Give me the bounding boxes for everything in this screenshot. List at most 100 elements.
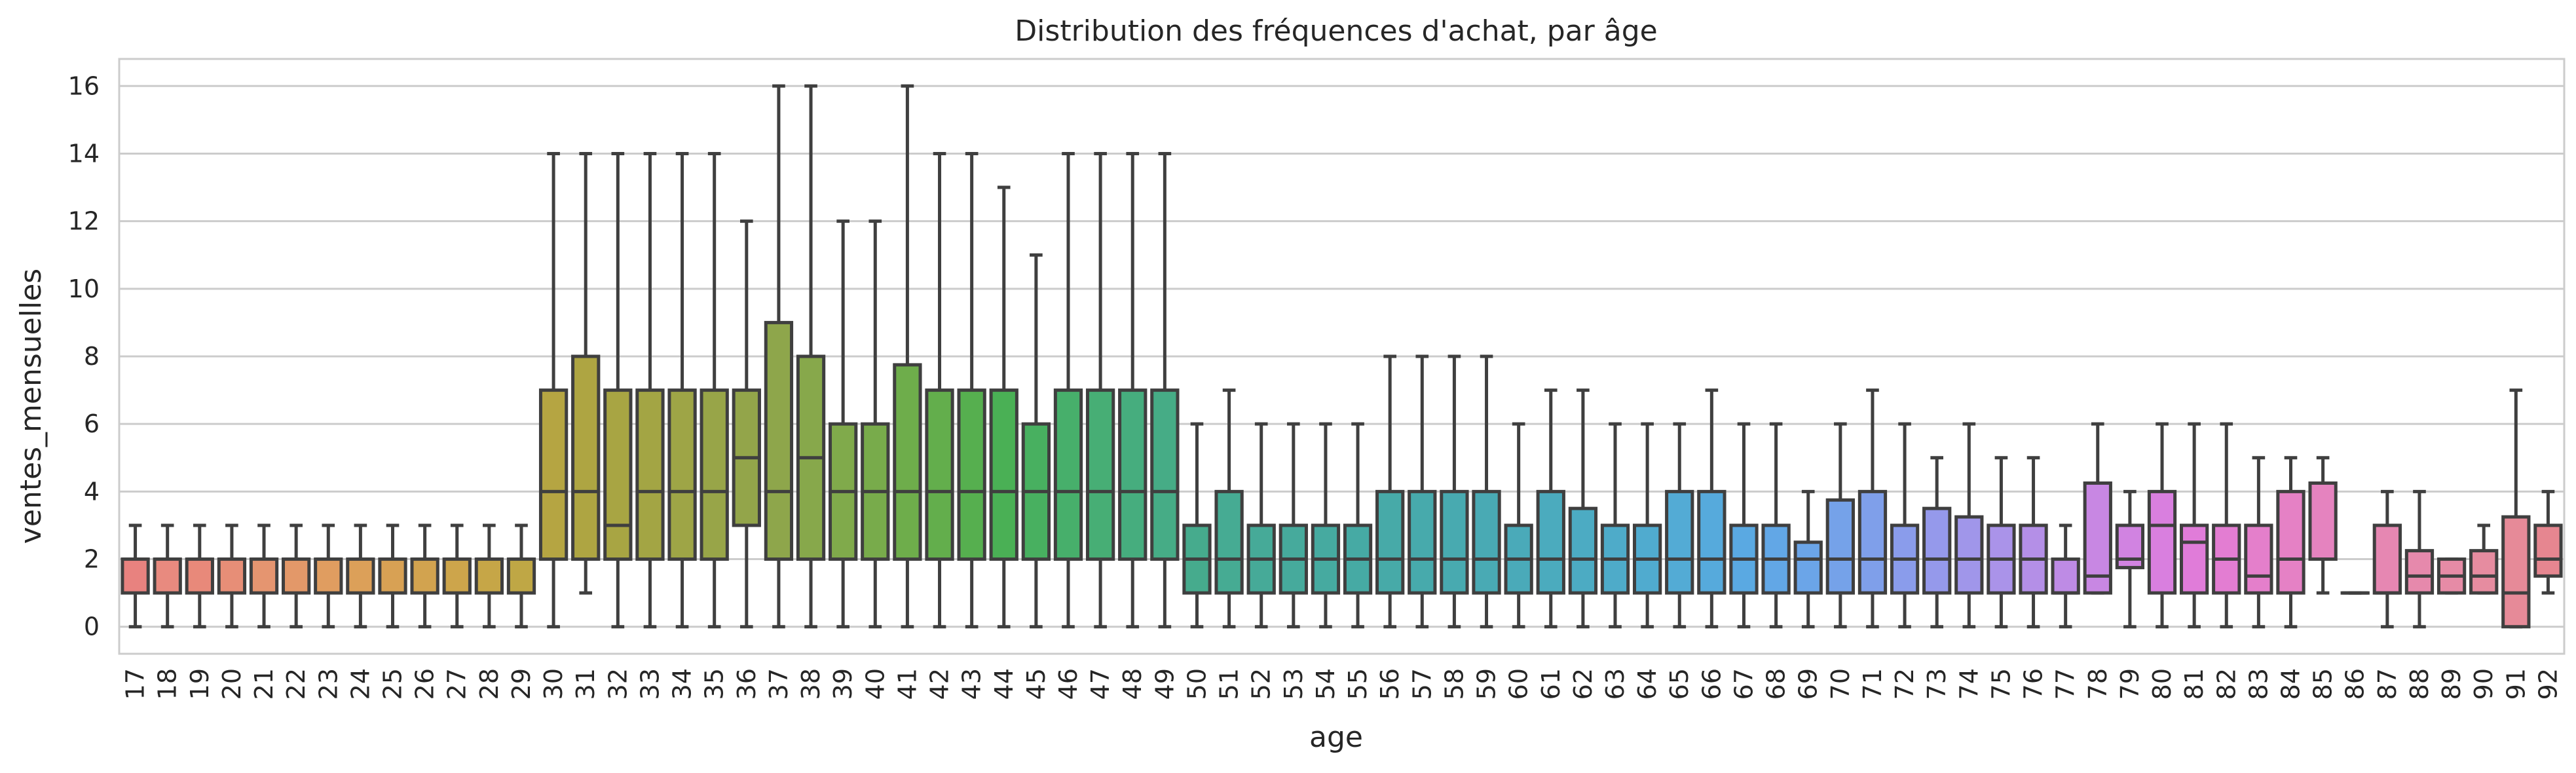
x-tick-label: 41 [893, 668, 922, 700]
x-tick-label: 72 [1890, 668, 1919, 700]
box-age-50 [1182, 422, 1212, 629]
x-tick-label: 51 [1215, 668, 1244, 700]
x-tick-label: 75 [1987, 668, 2015, 700]
box-body [2276, 489, 2305, 595]
box-age-18 [153, 523, 182, 629]
x-tick-label: 54 [1311, 668, 1340, 700]
y-tick-label: 12 [68, 207, 100, 236]
y-axis-ticks: 0 2 4 6 8 10 12 14 16 [68, 71, 100, 641]
box-body [2179, 523, 2209, 595]
box-body [410, 557, 439, 595]
x-tick-label: 73 [1922, 668, 1951, 700]
box-age-63 [1600, 422, 1630, 629]
box-age-68 [1761, 422, 1791, 629]
y-tick-label: 8 [84, 342, 100, 371]
box-age-36 [732, 219, 761, 629]
box-age-62 [1568, 388, 1598, 629]
box-age-38 [796, 84, 826, 629]
box-age-61 [1536, 388, 1565, 629]
box-body [2244, 523, 2273, 595]
x-tick-label: 27 [443, 668, 472, 700]
box-age-64 [1632, 422, 1662, 629]
x-tick-label: 37 [764, 668, 793, 700]
box-body [700, 388, 729, 561]
x-tick-label: 35 [700, 668, 729, 700]
x-tick-label: 65 [1665, 668, 1694, 700]
y-tick-label: 4 [84, 477, 100, 506]
y-tick-label: 6 [84, 409, 100, 438]
x-tick-label: 49 [1150, 668, 1179, 700]
box-body [185, 557, 214, 595]
box-age-34 [667, 151, 697, 629]
box-body [217, 557, 247, 595]
box-body [957, 388, 986, 561]
box-body [1793, 540, 1823, 595]
box-age-83 [2244, 456, 2273, 629]
box-age-67 [1729, 422, 1759, 629]
x-tick-label: 23 [314, 668, 343, 700]
x-tick-label: 74 [1954, 668, 1983, 700]
x-tick-label: 85 [2309, 668, 2338, 700]
box-age-87 [2372, 489, 2402, 629]
box-body [2469, 549, 2499, 595]
box-age-42 [925, 151, 954, 629]
box-age-58 [1440, 354, 1469, 629]
box-body [2115, 523, 2145, 569]
x-tick-label: 18 [153, 668, 182, 700]
box-body [2308, 481, 2338, 561]
x-tick-label: 88 [2405, 668, 2434, 700]
x-tick-label: 80 [2148, 668, 2176, 700]
x-tick-label: 82 [2212, 668, 2241, 700]
box-body [989, 388, 1018, 561]
x-tick-label: 68 [1762, 668, 1791, 700]
box-age-78 [2083, 422, 2112, 595]
x-tick-label: 90 [2469, 668, 2498, 700]
box-age-84 [2276, 456, 2305, 629]
box-body [925, 388, 954, 561]
box-age-69 [1793, 489, 1823, 629]
y-tick-label: 2 [84, 545, 100, 574]
box-body [2533, 523, 2563, 578]
x-tick-label: 45 [1022, 668, 1051, 700]
box-age-24 [346, 523, 375, 629]
box-body [764, 320, 794, 561]
x-tick-label: 84 [2276, 668, 2305, 700]
box-age-57 [1408, 354, 1437, 629]
box-age-23 [314, 523, 343, 629]
box-age-65 [1665, 422, 1694, 629]
x-tick-label: 61 [1537, 668, 1565, 700]
box-age-30 [538, 151, 569, 629]
x-tick-label: 20 [217, 668, 246, 700]
x-tick-label: 28 [475, 668, 504, 700]
x-tick-label: 29 [507, 668, 536, 700]
x-tick-label: 33 [635, 668, 664, 700]
box-age-82 [2212, 422, 2241, 629]
box-age-39 [829, 219, 858, 629]
box-age-80 [2147, 422, 2177, 629]
x-tick-label: 87 [2373, 668, 2402, 700]
box-body [442, 557, 472, 595]
x-tick-label: 48 [1118, 668, 1147, 700]
box-age-90 [2469, 523, 2499, 595]
x-tick-label: 22 [282, 668, 310, 700]
x-tick-label: 81 [2180, 668, 2209, 700]
box-body [1665, 489, 1694, 595]
box-age-73 [1922, 456, 1952, 629]
box-age-28 [474, 523, 504, 629]
box-body [506, 557, 536, 595]
x-tick-label: 52 [1247, 668, 1276, 700]
x-tick-label: 40 [861, 668, 889, 700]
x-tick-label: 76 [2019, 668, 2048, 700]
box-body [1408, 489, 1437, 595]
x-axis-label: age [1309, 721, 1363, 754]
box-body [538, 388, 569, 561]
box-age-89 [2436, 557, 2467, 595]
box-age-66 [1697, 388, 1727, 629]
box-age-52 [1246, 422, 1276, 629]
box-body [121, 557, 150, 595]
box-body [378, 557, 407, 595]
x-tick-label: 38 [796, 668, 825, 700]
x-tick-label: 92 [2533, 668, 2562, 700]
x-tick-label: 44 [990, 668, 1018, 700]
